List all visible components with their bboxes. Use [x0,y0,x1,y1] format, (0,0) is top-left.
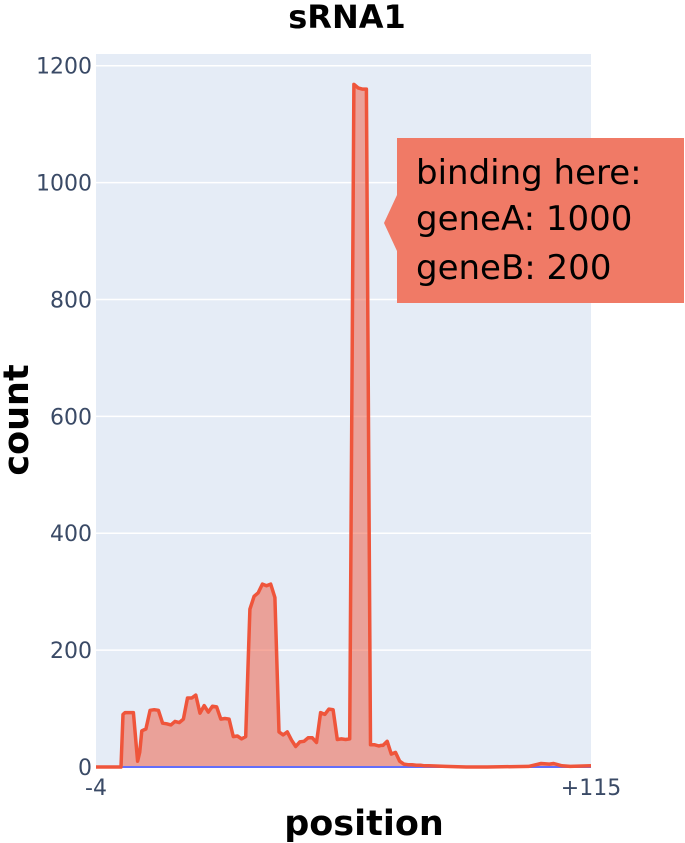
grid-lines [96,64,591,651]
y-tick-label: 400 [50,522,92,547]
series-line [96,82,592,769]
y-tick-label: 1000 [36,172,92,197]
y-tick-label: 200 [50,639,92,664]
y-tick-label: 1200 [36,55,92,80]
tooltip-line-1: binding here: [416,153,642,193]
y-axis-title: count [0,364,37,475]
chart-title: sRNA1 [288,0,406,36]
tooltip-line-2: geneA: 1000 [416,199,632,239]
tooltip-line-3: geneB: 200 [416,248,611,288]
y-tick-label: 600 [50,405,92,430]
y-axis-ticks: 0 200 400 600 800 1000 1200 [36,55,92,781]
tooltip-box [384,138,684,303]
x-axis-title: position [284,804,444,843]
x-tick-label: -4 [85,776,107,801]
y-tick-label: 0 [78,756,92,781]
x-tick-label: +115 [561,776,621,801]
annotation-tooltip: binding here: geneA: 1000 geneB: 200 [384,138,684,303]
x-axis-ticks: -4 +115 [85,776,621,801]
y-tick-label: 800 [50,288,92,313]
